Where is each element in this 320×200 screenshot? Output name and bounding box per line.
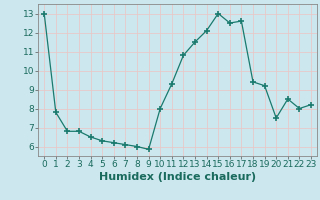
- X-axis label: Humidex (Indice chaleur): Humidex (Indice chaleur): [99, 172, 256, 182]
